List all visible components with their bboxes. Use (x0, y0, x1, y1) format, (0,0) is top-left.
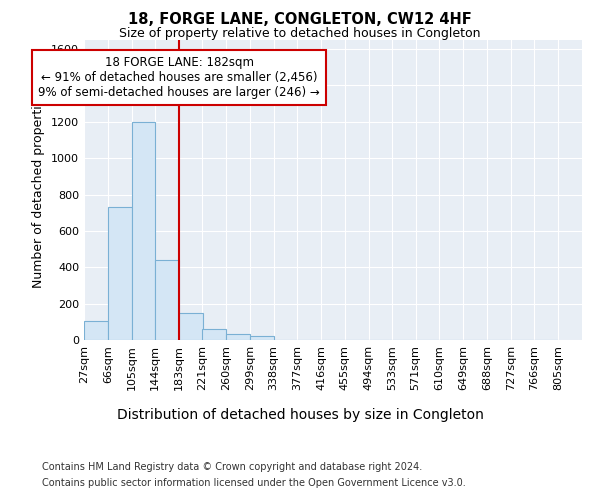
Text: 18 FORGE LANE: 182sqm
← 91% of detached houses are smaller (2,456)
9% of semi-de: 18 FORGE LANE: 182sqm ← 91% of detached … (38, 56, 320, 100)
Text: 18, FORGE LANE, CONGLETON, CW12 4HF: 18, FORGE LANE, CONGLETON, CW12 4HF (128, 12, 472, 28)
Bar (226, 334, 250, 340)
Bar (155, 260, 179, 340)
Text: Distribution of detached houses by size in Congleton: Distribution of detached houses by size … (116, 408, 484, 422)
Bar (179, 312, 203, 340)
Bar (131, 122, 155, 340)
Bar (202, 329, 226, 340)
Bar (108, 208, 131, 340)
Text: Contains HM Land Registry data © Crown copyright and database right 2024.: Contains HM Land Registry data © Crown c… (42, 462, 422, 472)
Bar (84, 321, 108, 340)
Y-axis label: Number of detached properties: Number of detached properties (32, 92, 46, 288)
Text: Size of property relative to detached houses in Congleton: Size of property relative to detached ho… (119, 28, 481, 40)
Text: Contains public sector information licensed under the Open Government Licence v3: Contains public sector information licen… (42, 478, 466, 488)
Bar (250, 336, 274, 340)
